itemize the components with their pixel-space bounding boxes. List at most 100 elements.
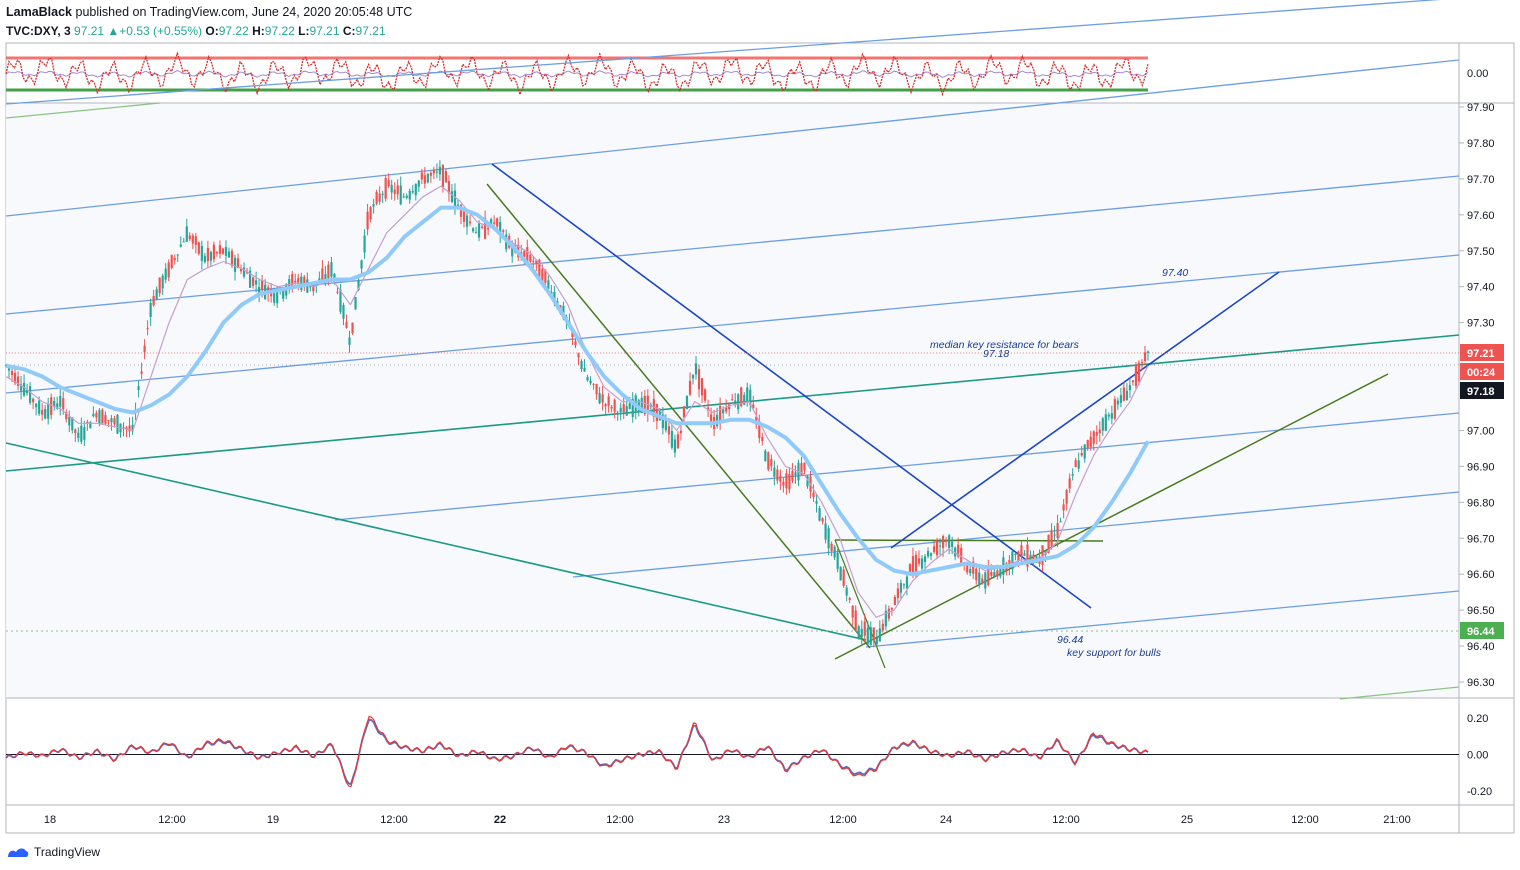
candle-body	[487, 228, 490, 230]
candle-body	[107, 419, 110, 421]
candle-body	[743, 394, 746, 405]
x-tick-label: 12:00	[380, 814, 408, 826]
candle-body	[978, 572, 981, 586]
candle-body	[586, 377, 589, 381]
x-tick-label: 21:00	[1383, 814, 1411, 826]
candle-body	[948, 535, 951, 549]
candle-body	[25, 389, 29, 394]
top-osc-tick-label: 0.00	[1467, 68, 1488, 80]
channel-line-5	[572, 491, 1460, 578]
annotation-96-44[interactable]: 96.44	[1057, 634, 1083, 646]
candle-body	[532, 260, 535, 262]
y-tick-label: 96.60	[1467, 569, 1495, 581]
candle-body	[1092, 431, 1095, 444]
candle-body	[462, 210, 466, 222]
symbol-label[interactable]: TVC:DXY, 3	[6, 24, 71, 38]
ma-fast-line	[5, 185, 1149, 618]
candle-body	[800, 463, 803, 476]
annotation-97-40[interactable]: 97.40	[1162, 267, 1188, 279]
candle-body	[113, 418, 116, 425]
candle-body	[999, 568, 1002, 577]
price-axis[interactable]: 97.90 97.80 97.70 97.60 97.50 97.40 97.30 97.00…	[1459, 68, 1495, 798]
bottom-osc-tick-label: 0.00	[1467, 750, 1488, 762]
falling-line-teal	[5, 442, 867, 641]
candle-body	[245, 272, 249, 274]
y-tick-label: 97.60	[1467, 210, 1495, 222]
candle-body	[511, 246, 514, 257]
y-tick-label: 96.30	[1467, 677, 1495, 689]
candle-body	[50, 397, 53, 415]
candle-body	[372, 204, 375, 207]
annotation-median-resistance[interactable]: median key resistance for bears	[930, 339, 1080, 351]
high-value: 97.22	[264, 24, 295, 38]
annotation-key-support[interactable]: key support for bulls	[1067, 647, 1162, 659]
candle-body	[652, 399, 655, 417]
candle-body	[598, 393, 601, 404]
candle-body	[435, 171, 438, 173]
candle-body	[1086, 439, 1089, 449]
candle-body	[212, 244, 216, 260]
candle-body	[1089, 436, 1092, 448]
candle-body	[490, 219, 493, 227]
candle-body	[29, 386, 32, 403]
candle-body	[782, 481, 785, 486]
candle-body	[685, 395, 689, 409]
candle-body	[812, 492, 815, 498]
candle-body	[676, 434, 680, 449]
candle-body	[261, 280, 264, 290]
x-tick-label: 12:00	[606, 814, 634, 826]
candle-body	[1050, 530, 1053, 547]
candle-body	[896, 588, 900, 598]
candle-body	[749, 389, 752, 405]
candle-body	[691, 374, 695, 379]
candle-body	[188, 235, 191, 240]
candle-body	[273, 288, 276, 303]
edge-line-top	[5, 102, 161, 119]
candle-body	[860, 628, 863, 638]
candle-body	[354, 297, 357, 310]
candle-body	[619, 407, 622, 412]
candle-body	[854, 610, 857, 631]
candle-body	[1107, 414, 1110, 417]
candle-body	[923, 556, 927, 563]
top-osc-signal	[5, 70, 1149, 78]
candle-body	[267, 287, 270, 294]
chart-canvas[interactable]: 97.90 97.80 97.70 97.60 97.50 97.40 97.30 97.00…	[0, 0, 1520, 840]
candle-body	[1014, 554, 1017, 556]
candle-body	[553, 291, 556, 302]
chart-header: LamaBlack published on TradingView.com, …	[6, 4, 906, 40]
candle-body	[700, 378, 704, 396]
candle-body	[239, 268, 243, 272]
candle-body	[987, 568, 990, 586]
candle-body	[580, 361, 583, 369]
candle-body	[803, 462, 806, 471]
candle-body	[664, 420, 667, 431]
candle-body	[104, 415, 107, 424]
candle-body	[926, 551, 930, 557]
candle-body	[1125, 390, 1129, 401]
y-tick-label: 96.80	[1467, 497, 1495, 509]
candle-body	[863, 621, 866, 636]
candle-body	[405, 195, 408, 198]
candle-body	[857, 626, 860, 639]
price-tag-support: 96.44	[1460, 622, 1504, 639]
author-name[interactable]: LamaBlack	[6, 5, 73, 19]
time-axis[interactable]: 18 12:00 19 12:00 22 12:00 23 12:00 24 12:00 25 12:…	[44, 814, 1411, 826]
candle-body	[408, 190, 411, 200]
candle-body	[1095, 431, 1098, 436]
candle-body	[224, 247, 228, 256]
tradingview-footer[interactable]: TradingView	[6, 842, 100, 862]
open-label: O:	[205, 24, 219, 38]
candle-body	[694, 363, 698, 375]
candle-body	[595, 384, 598, 395]
annotation-97-18[interactable]: 97.18	[983, 348, 1009, 360]
x-tick-label: 12:00	[1291, 814, 1319, 826]
candle-body	[321, 268, 324, 282]
candle-body	[381, 193, 384, 195]
candle-body	[411, 191, 414, 193]
open-value: 97.22	[218, 24, 249, 38]
candle-body	[200, 245, 203, 261]
candle-body	[221, 248, 225, 254]
candle-body	[929, 553, 933, 556]
candle-body	[767, 452, 770, 470]
